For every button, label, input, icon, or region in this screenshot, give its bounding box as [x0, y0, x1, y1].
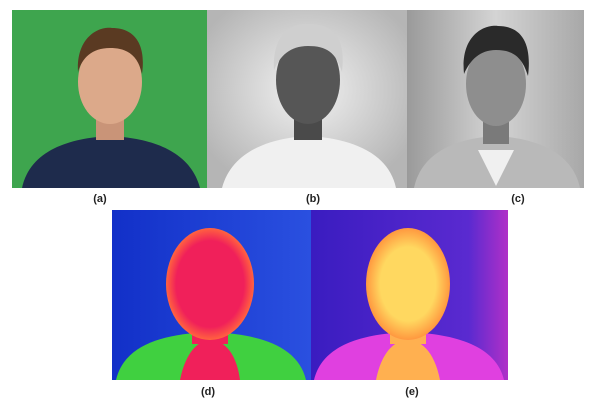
figure: (a) (b) (c) (d) (e) [0, 0, 596, 403]
panel-label: (b) [306, 193, 320, 205]
panel-label: (c) [511, 193, 525, 205]
panel-label: (a) [93, 193, 107, 205]
photo-e [311, 210, 508, 380]
photo-b [207, 10, 407, 188]
photo-d [112, 210, 311, 380]
panel-label: (e) [405, 386, 419, 398]
photo-c [407, 10, 584, 188]
panel-label: (d) [201, 386, 215, 398]
photo-a [12, 10, 207, 188]
